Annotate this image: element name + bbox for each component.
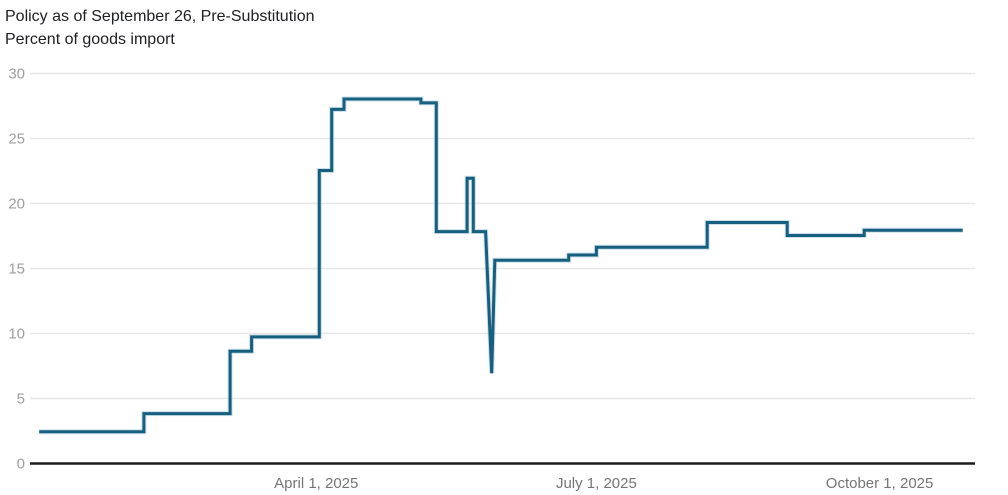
y-axis-tick-label: 10 [8, 326, 25, 343]
x-axis-tick-label: October 1, 2025 [826, 475, 934, 492]
chart-subtitle: Percent of goods import [5, 31, 175, 48]
chart-title: Policy as of September 26, Pre-Substitut… [5, 8, 315, 25]
y-axis-tick-label: 0 [17, 456, 25, 473]
series-line-halo [39, 96, 963, 435]
y-axis-tick-label: 30 [8, 66, 25, 83]
y-axis-tick-label: 5 [17, 391, 25, 408]
series-line [39, 97, 963, 434]
chart-header: Policy as of September 26, Pre-Substitut… [5, 5, 315, 51]
y-axis-tick-label: 20 [8, 196, 25, 213]
y-axis-tick-label: 25 [8, 131, 25, 148]
x-axis-tick-label: July 1, 2025 [556, 475, 637, 492]
y-axis-tick-label: 15 [8, 261, 25, 278]
x-axis-tick-label: April 1, 2025 [274, 475, 358, 492]
